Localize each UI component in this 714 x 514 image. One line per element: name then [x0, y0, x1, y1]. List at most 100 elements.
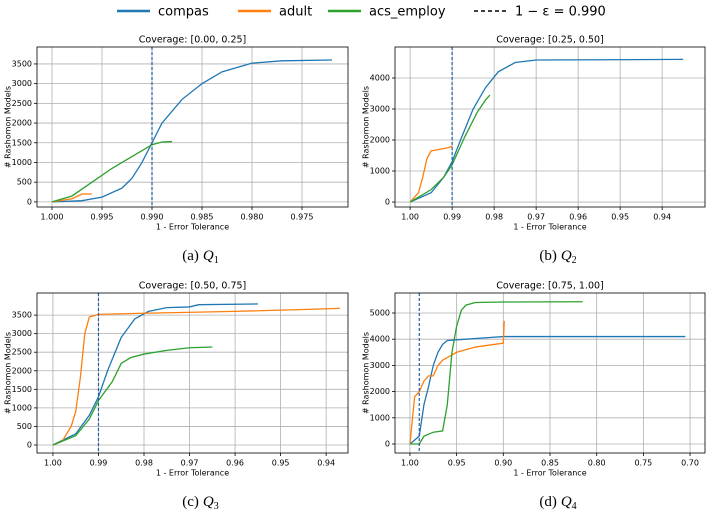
y-tick-label: 5000 — [370, 308, 390, 317]
series-line — [52, 303, 258, 446]
x-tick-label: 0.75 — [634, 459, 652, 468]
y-tick-label: 1000 — [370, 167, 390, 176]
caption: (d) Q4 — [539, 494, 576, 512]
y-tick-label: 500 — [17, 178, 32, 187]
caption-subscript: 2 — [572, 255, 577, 266]
x-tick-label: 0.95 — [448, 459, 466, 468]
caption-subscript: 4 — [572, 501, 577, 512]
plot-frame — [394, 292, 706, 454]
x-tick-label: 0.96 — [226, 459, 244, 468]
series-line — [51, 59, 333, 203]
legend-label: acs_employ — [369, 5, 446, 20]
x-axis-label: 1 - Error Tolerance — [513, 469, 586, 478]
y-tick-label: 2000 — [370, 387, 390, 396]
series-line — [51, 193, 92, 203]
caption-symbol: Q — [203, 494, 214, 510]
y-tick-label: 4000 — [370, 335, 390, 344]
y-tick-label: 3000 — [12, 79, 32, 88]
x-tick-label: 0.80 — [588, 459, 606, 468]
x-tick-label: 0.95 — [272, 459, 290, 468]
subplot: Coverage: [0.50, 0.75] 1 - Error Toleranc… — [4, 281, 349, 512]
series-line — [409, 335, 686, 445]
x-tick-label: 0.94 — [653, 213, 671, 222]
x-tick-label: 1.00 — [401, 213, 419, 222]
chart-title: Coverage: [0.75, 1.00] — [496, 281, 604, 292]
x-tick-label: 0.99 — [443, 213, 461, 222]
y-tick-label: 3000 — [370, 105, 390, 114]
y-axis-label: # Rashomon Models — [4, 86, 13, 168]
y-tick-label: 3500 — [12, 311, 32, 320]
series-line — [409, 320, 505, 445]
x-tick-label: 0.85 — [541, 459, 559, 468]
subplot: Coverage: [0.75, 1.00] 1 - Error Toleranc… — [362, 281, 706, 512]
y-tick-label: 2000 — [12, 119, 32, 128]
x-tick-label: 1.00 — [401, 459, 419, 468]
caption-label: (b) — [539, 248, 557, 264]
y-tick-label: 1000 — [12, 158, 32, 167]
x-tick-label: 0.94 — [317, 459, 335, 468]
y-tick-label: 3000 — [370, 361, 390, 370]
legend-label: compas — [158, 5, 209, 20]
caption: (c) Q3 — [182, 494, 219, 512]
x-tick-label: 0.99 — [90, 459, 108, 468]
y-tick-label: 0 — [27, 197, 32, 206]
x-tick-label: 0.90 — [494, 459, 512, 468]
y-axis-label: # Rashomon Models — [362, 86, 371, 168]
y-tick-label: 4000 — [370, 74, 390, 83]
caption: (a) Q1 — [182, 248, 219, 266]
x-tick-label: 1.00 — [44, 459, 62, 468]
caption-symbol: Q — [561, 494, 572, 510]
caption-subscript: 1 — [214, 255, 219, 266]
series-line — [409, 94, 491, 203]
x-axis-label: 1 - Error Tolerance — [156, 469, 229, 478]
plot-frame — [36, 292, 349, 454]
subplot: Coverage: [0.00, 0.25] 1 - Error Toleranc… — [4, 35, 349, 266]
x-tick-label: 0.995 — [91, 213, 114, 222]
y-tick-label: 2500 — [12, 348, 32, 357]
caption-label: (a) — [182, 248, 199, 264]
y-tick-label: 2500 — [12, 99, 32, 108]
x-tick-label: 0.990 — [141, 213, 164, 222]
chart-title: Coverage: [0.00, 0.25] — [139, 35, 247, 46]
x-tick-label: 1.000 — [41, 213, 64, 222]
y-tick-label: 0 — [27, 441, 32, 450]
x-tick-label: 0.97 — [181, 459, 199, 468]
caption-label: (d) — [539, 494, 557, 510]
plot-frame — [394, 46, 706, 208]
caption-symbol: Q — [203, 248, 214, 264]
series-line — [409, 301, 583, 445]
y-tick-label: 3500 — [12, 59, 32, 68]
y-axis-label: # Rashomon Models — [362, 332, 371, 414]
y-tick-label: 1000 — [370, 413, 390, 422]
series-line — [409, 58, 684, 203]
plot-frame — [36, 46, 349, 208]
caption-subscript: 3 — [214, 501, 219, 512]
x-axis-label: 1 - Error Tolerance — [513, 223, 586, 232]
x-tick-label: 0.70 — [681, 459, 699, 468]
legend: compas adult acs_employ 1 − ε = 0.990 — [117, 5, 606, 20]
x-tick-label: 0.985 — [191, 213, 214, 222]
x-tick-label: 0.98 — [135, 459, 153, 468]
series-line — [52, 307, 340, 446]
y-tick-label: 1500 — [12, 138, 32, 147]
y-tick-label: 2000 — [12, 366, 32, 375]
chart-title: Coverage: [0.25, 0.50] — [496, 35, 604, 46]
legend-label: adult — [279, 5, 312, 20]
x-tick-label: 0.95 — [611, 213, 629, 222]
series-line — [409, 145, 453, 203]
x-tick-label: 0.97 — [527, 213, 545, 222]
x-tick-label: 0.980 — [241, 213, 264, 222]
caption: (b) Q2 — [539, 248, 576, 266]
y-tick-label: 3000 — [12, 329, 32, 338]
y-tick-label: 1000 — [12, 403, 32, 412]
chart-title: Coverage: [0.50, 0.75] — [139, 281, 247, 292]
legend-label: 1 − ε = 0.990 — [515, 5, 606, 20]
x-axis-label: 1 - Error Tolerance — [156, 223, 229, 232]
y-tick-label: 2000 — [370, 136, 390, 145]
y-tick-label: 1500 — [12, 385, 32, 394]
y-axis-label: # Rashomon Models — [4, 332, 13, 414]
subplot: Coverage: [0.25, 0.50] 1 - Error Toleranc… — [362, 35, 706, 266]
caption-label: (c) — [182, 494, 199, 510]
series-line — [52, 346, 213, 446]
